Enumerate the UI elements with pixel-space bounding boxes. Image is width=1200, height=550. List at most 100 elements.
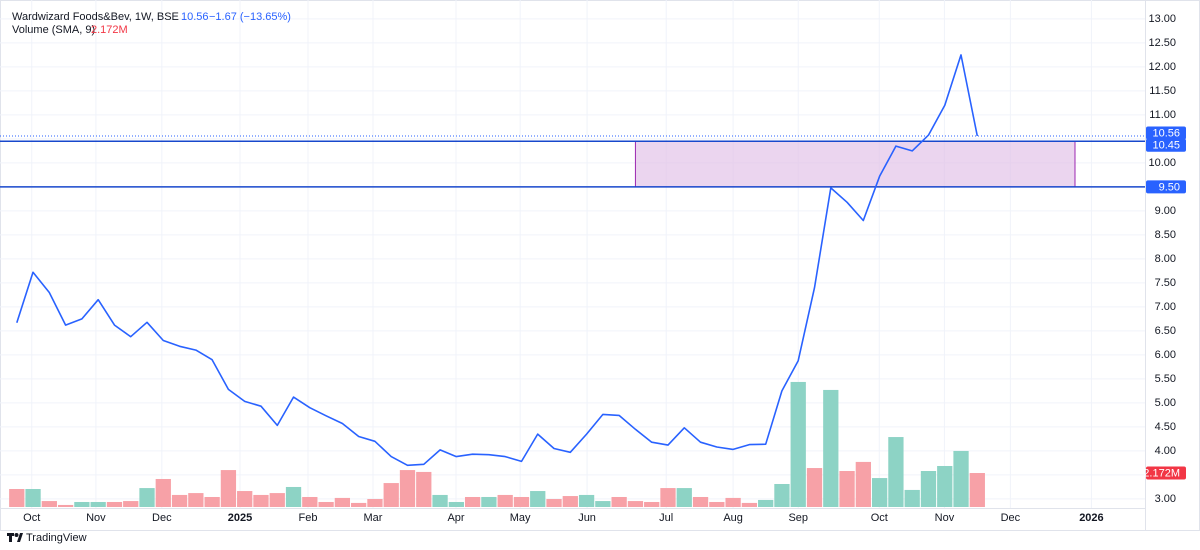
volume-bar xyxy=(367,499,383,507)
level-label-bg xyxy=(1146,138,1186,152)
volume-bar xyxy=(9,489,25,507)
y-tick-label: 8.50 xyxy=(1155,229,1176,241)
volume-bar xyxy=(888,437,904,507)
volume-bar xyxy=(25,489,41,507)
x-tick-label: Sep xyxy=(788,512,808,524)
x-tick-label: Oct xyxy=(23,512,40,524)
volume-bar xyxy=(464,496,481,507)
volume-bar xyxy=(481,496,497,507)
volume-bar xyxy=(302,496,318,507)
volume-bar xyxy=(351,502,367,507)
volume-bar xyxy=(220,470,237,507)
x-tick-label: Dec xyxy=(152,512,172,524)
x-tick-label: Mar xyxy=(364,512,383,524)
volume-axis-label-bg xyxy=(1146,466,1186,480)
volume-bar xyxy=(432,494,448,507)
volume-bar xyxy=(530,491,546,507)
y-tick-label: 10.00 xyxy=(1148,157,1176,169)
volume-bar xyxy=(741,502,758,507)
volume-bar xyxy=(627,501,644,507)
volume-bar xyxy=(937,465,953,507)
level-label: 10.45 xyxy=(1152,140,1180,152)
volume-bar xyxy=(904,489,920,507)
volume-bar xyxy=(237,491,253,507)
volume-bar xyxy=(660,488,676,507)
volume-bar xyxy=(578,494,595,507)
volume-bar xyxy=(790,381,806,507)
y-tick-label: 5.50 xyxy=(1155,373,1176,385)
volume-bar xyxy=(204,496,220,507)
zone xyxy=(634,140,1076,188)
x-tick-label: Nov xyxy=(86,512,106,524)
volume-last: 2.172M xyxy=(91,24,128,36)
y-tick-label: 6.50 xyxy=(1155,325,1176,337)
volume-bar xyxy=(269,493,285,507)
price-line xyxy=(16,54,979,467)
y-tick-label: 12.00 xyxy=(1148,61,1176,73)
x-tick-label: Jul xyxy=(659,512,673,524)
volume-bar xyxy=(448,501,464,507)
level-label: 9.50 xyxy=(1159,181,1180,193)
volume-bar xyxy=(171,494,188,507)
y-tick-label: 8.00 xyxy=(1155,253,1176,265)
y-tick-label: 4.00 xyxy=(1155,445,1176,457)
volume-bar xyxy=(106,501,123,507)
volume-bar xyxy=(90,501,106,507)
y-tick-label: 7.00 xyxy=(1155,301,1176,313)
volume-bar xyxy=(41,501,57,507)
volume-bar xyxy=(969,473,985,507)
x-tick-label: Jun xyxy=(578,512,596,524)
volume-bar xyxy=(74,501,90,507)
x-tick-label: Nov xyxy=(935,512,955,524)
y-tick-label: 5.00 xyxy=(1155,397,1176,409)
y-tick-label: 12.50 xyxy=(1148,37,1176,49)
volume-bar xyxy=(644,501,660,507)
volume-bar xyxy=(285,486,302,507)
x-tick-label: Dec xyxy=(1001,512,1021,524)
volume-bar xyxy=(546,499,562,507)
last-price-label: 10.56 xyxy=(1152,127,1180,139)
volume-bar xyxy=(839,471,855,507)
footer-brand: TradingView xyxy=(26,532,87,544)
volume-bar xyxy=(123,501,139,507)
volume-bar xyxy=(823,389,839,507)
volume-bar xyxy=(871,478,888,507)
volume-bar xyxy=(57,504,74,507)
plot xyxy=(0,54,1145,507)
volume-bar xyxy=(562,496,578,507)
volume-bar xyxy=(318,501,334,507)
header-price: 10.56 xyxy=(181,11,209,23)
y-tick-label: 3.00 xyxy=(1155,493,1176,505)
volume-bar xyxy=(399,470,416,507)
y-tick-label: 9.00 xyxy=(1155,205,1176,217)
last-price-label-bg xyxy=(1146,126,1186,140)
axes: 3.003.504.004.505.005.506.006.507.007.50… xyxy=(23,13,1186,524)
volume-bar xyxy=(513,496,530,507)
x-tick-label: May xyxy=(510,512,531,524)
volume-bar xyxy=(774,483,790,507)
x-tick-label: Aug xyxy=(723,512,743,524)
x-tick-label: Apr xyxy=(447,512,464,524)
level-label-bg xyxy=(1146,180,1186,194)
x-tick-label: Oct xyxy=(871,512,888,524)
volume-bar xyxy=(676,488,692,507)
volume-bar xyxy=(855,461,871,507)
volume-axis-label: 2.172M xyxy=(1143,467,1180,479)
y-tick-label: 11.00 xyxy=(1149,109,1176,121)
chart-title: Wardwizard Foods&Bev, 1W, BSE xyxy=(12,11,179,23)
volume-bar xyxy=(253,494,269,507)
volume-bar xyxy=(497,494,513,507)
x-tick-label: 2025 xyxy=(228,512,252,524)
y-tick-label: 7.50 xyxy=(1155,277,1176,289)
y-tick-label: 6.00 xyxy=(1155,349,1176,361)
volume-bar xyxy=(139,488,155,507)
y-tick-label: 11.50 xyxy=(1149,85,1176,97)
header-change: −1.67 (−13.65%) xyxy=(209,11,291,23)
volume-bar xyxy=(334,497,351,507)
volume-bar xyxy=(758,499,774,507)
volume-bar xyxy=(416,471,432,507)
y-tick-label: 4.50 xyxy=(1155,421,1176,433)
volume-title: Volume (SMA, 9) xyxy=(12,24,95,36)
